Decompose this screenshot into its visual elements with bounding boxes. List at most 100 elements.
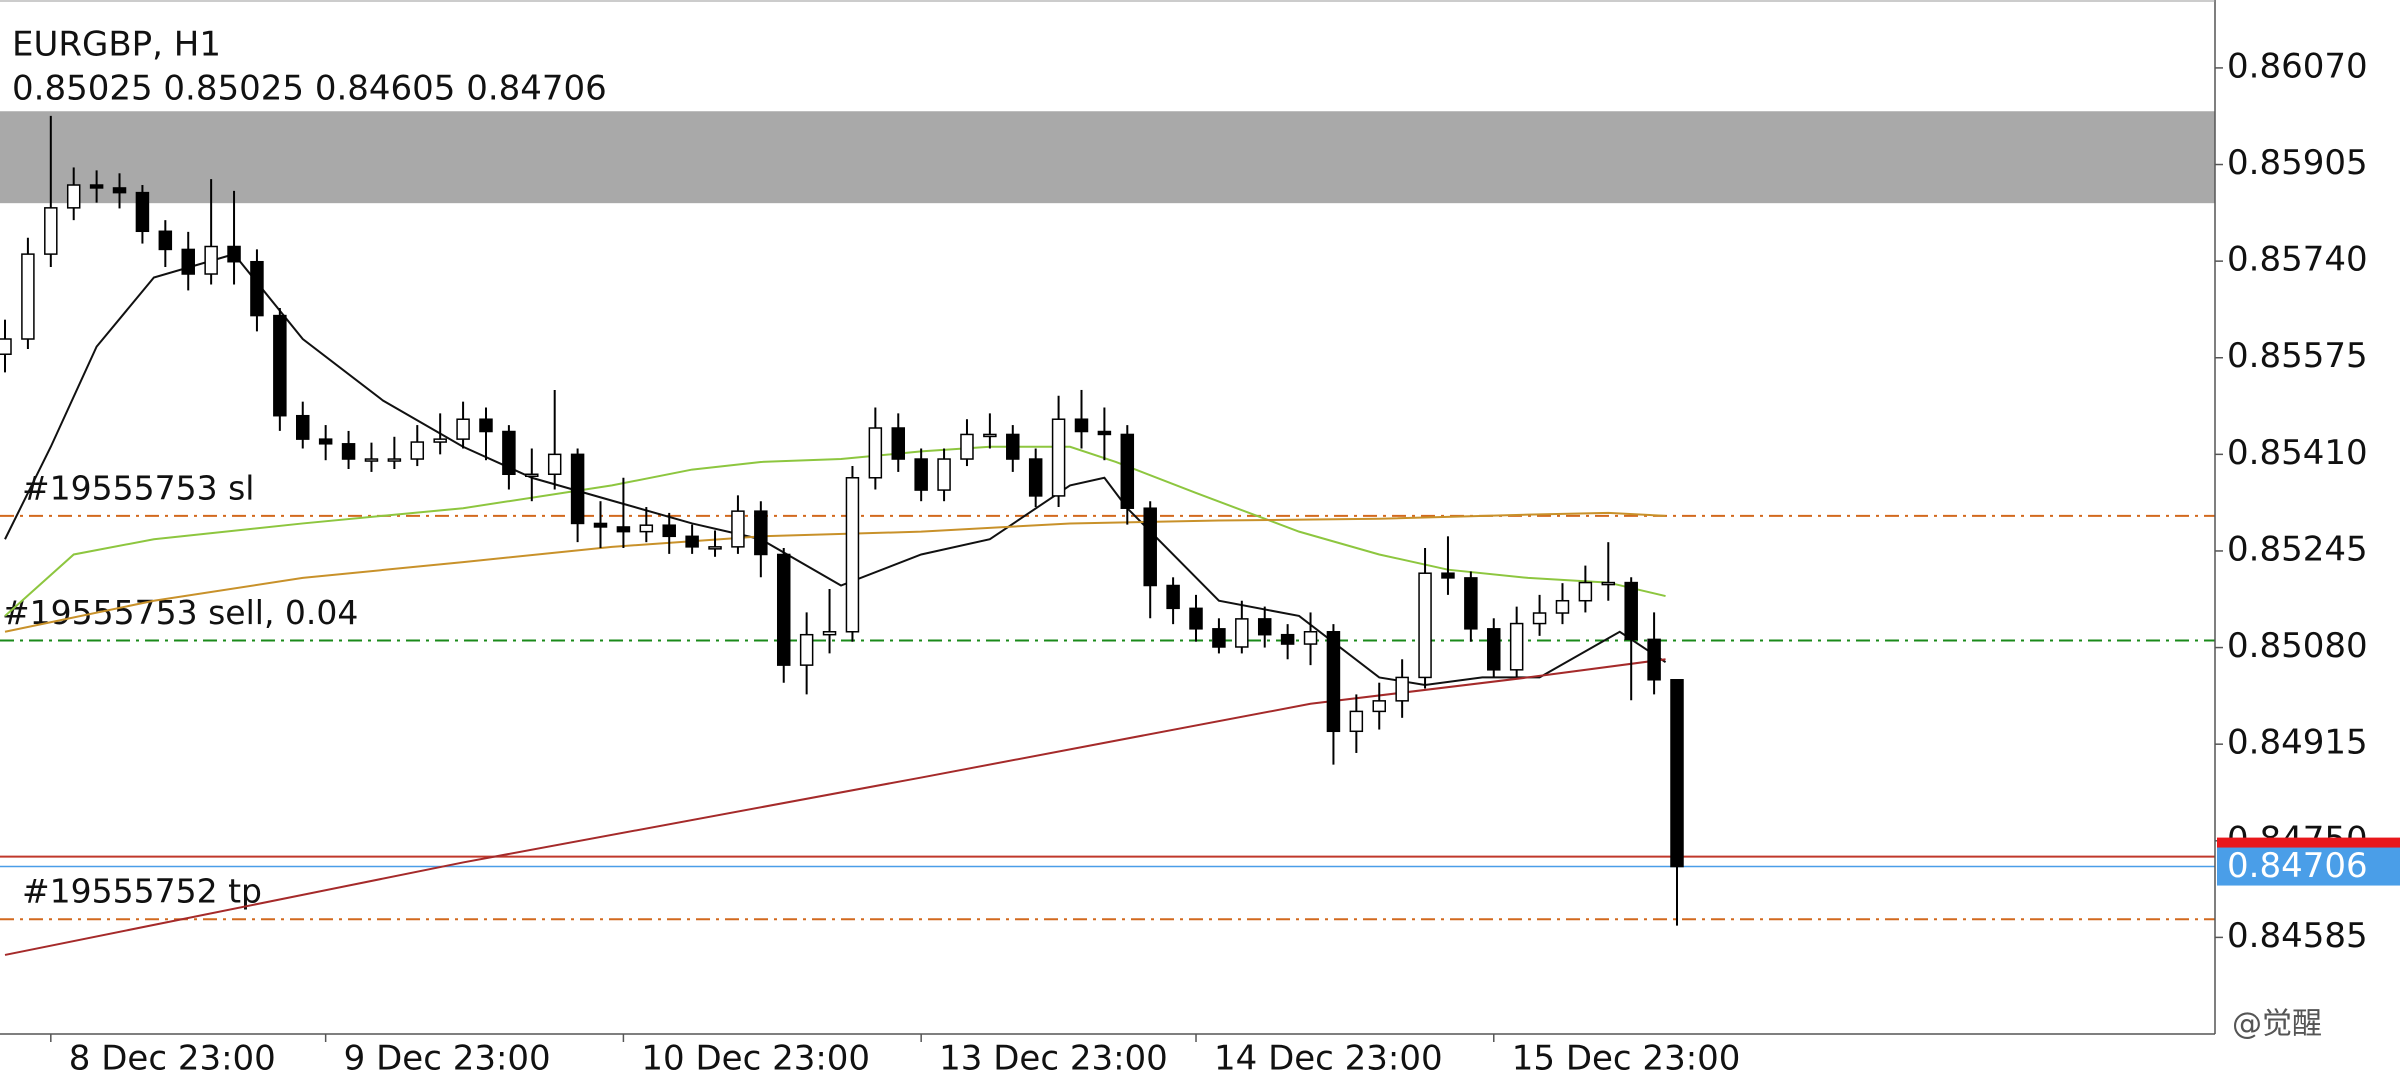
x-tick-label: 10 Dec 23:00 xyxy=(641,1039,870,1079)
candle-body xyxy=(616,526,631,533)
candle-body xyxy=(1028,458,1043,497)
candle-body xyxy=(547,453,562,476)
candle-body xyxy=(776,553,791,666)
supply-zone xyxy=(0,111,2215,204)
bid-price-label: 0.84706 xyxy=(2227,846,2368,886)
candle-body xyxy=(822,631,837,636)
x-tick-label: 9 Dec 23:00 xyxy=(344,1039,551,1079)
candle-body xyxy=(960,433,974,460)
candle-body xyxy=(1647,638,1661,681)
candle-body xyxy=(273,314,287,417)
moving-average xyxy=(4,445,1666,617)
candle-body xyxy=(1624,581,1638,641)
candle-body xyxy=(1349,710,1364,733)
candle-body xyxy=(708,546,722,550)
candle-body xyxy=(1601,581,1616,586)
y-tick-label: 0.85245 xyxy=(2227,529,2368,569)
candle-body xyxy=(1372,700,1386,713)
candle-body xyxy=(685,535,699,548)
y-tick-label: 0.85410 xyxy=(2227,433,2368,473)
candle-body xyxy=(250,260,264,317)
candle-body xyxy=(158,230,173,251)
x-tick-label: 8 Dec 23:00 xyxy=(69,1039,276,1079)
y-tick-label: 0.84915 xyxy=(2227,723,2368,763)
candle-body xyxy=(937,458,951,491)
candle-body xyxy=(204,245,218,275)
candle-body xyxy=(1120,433,1135,509)
moving-average xyxy=(4,511,1666,633)
candle-body xyxy=(1235,618,1249,648)
y-tick-label: 0.85740 xyxy=(2227,240,2368,280)
x-tick-label: 13 Dec 23:00 xyxy=(939,1039,1168,1079)
candle-body xyxy=(1487,628,1501,671)
candle-body xyxy=(891,427,906,460)
candle-body xyxy=(1280,633,1295,645)
candle-body xyxy=(525,473,539,478)
candle-body xyxy=(181,248,195,275)
y-tick-label: 0.85575 xyxy=(2227,336,2368,376)
candle-body xyxy=(593,522,608,528)
candle-body xyxy=(731,510,745,548)
watermark: @觉醒 xyxy=(2232,1007,2322,1042)
moving-average xyxy=(4,658,1666,956)
candle-body xyxy=(89,184,104,189)
candle-body xyxy=(479,418,493,433)
candle-body xyxy=(639,524,654,533)
candle-body xyxy=(662,524,676,538)
candle-body xyxy=(21,253,35,340)
candle-body xyxy=(1303,631,1318,645)
candle-body xyxy=(1555,599,1570,614)
candle-body xyxy=(364,458,379,462)
candle-body xyxy=(387,458,402,462)
candle-body xyxy=(868,427,883,479)
y-tick-label: 0.85905 xyxy=(2227,143,2368,183)
candle-body xyxy=(914,458,928,491)
candle-body xyxy=(456,418,470,440)
x-tick-label: 15 Dec 23:00 xyxy=(1512,1039,1741,1079)
candle-body xyxy=(1326,631,1341,733)
ohlc-readout: 0.85025 0.85025 0.84605 0.84706 xyxy=(12,69,607,109)
candle-body xyxy=(296,414,310,440)
candle-body xyxy=(433,438,447,443)
candle-body xyxy=(1212,628,1226,648)
candle-body xyxy=(1464,577,1478,630)
candle-body xyxy=(983,433,997,438)
candle-body xyxy=(845,477,860,633)
candle-body xyxy=(1257,618,1272,636)
candle-body xyxy=(1166,584,1180,610)
candle-body xyxy=(112,187,127,194)
candle-body xyxy=(1441,572,1455,579)
chart-title: EURGBP, H1 xyxy=(12,25,221,65)
candle-body xyxy=(502,430,516,476)
candle-body xyxy=(1395,676,1409,702)
level-label: #19555753 sell, 0.04 xyxy=(2,593,358,632)
candle-body xyxy=(1418,572,1432,679)
candle-body xyxy=(570,453,585,525)
candle-body xyxy=(1578,581,1593,602)
y-tick-label: 0.84585 xyxy=(2227,916,2368,956)
candle-body xyxy=(1189,607,1203,630)
candle-body xyxy=(44,207,58,255)
candle-body xyxy=(1097,430,1112,436)
candle-body xyxy=(754,510,768,556)
candle-body xyxy=(1509,622,1524,671)
y-tick-label: 0.86070 xyxy=(2227,46,2368,86)
candle-body xyxy=(1006,433,1020,460)
candle-body xyxy=(1143,507,1157,587)
candle-body xyxy=(0,338,12,355)
moving-average xyxy=(4,252,1667,687)
candle-body xyxy=(66,184,81,209)
level-label: #19555752 tp xyxy=(22,872,262,911)
x-tick-label: 14 Dec 23:00 xyxy=(1214,1039,1443,1079)
candle-body xyxy=(135,191,150,233)
candle-body xyxy=(410,441,425,460)
candle-body xyxy=(1051,418,1066,497)
candle-body xyxy=(341,443,356,460)
candle-body xyxy=(318,438,333,445)
candle-body xyxy=(799,633,814,666)
candle-body xyxy=(1532,612,1547,625)
bid-price-box xyxy=(2217,847,2400,886)
level-label: #19555753 sl xyxy=(22,468,254,507)
candle-body xyxy=(227,245,241,263)
